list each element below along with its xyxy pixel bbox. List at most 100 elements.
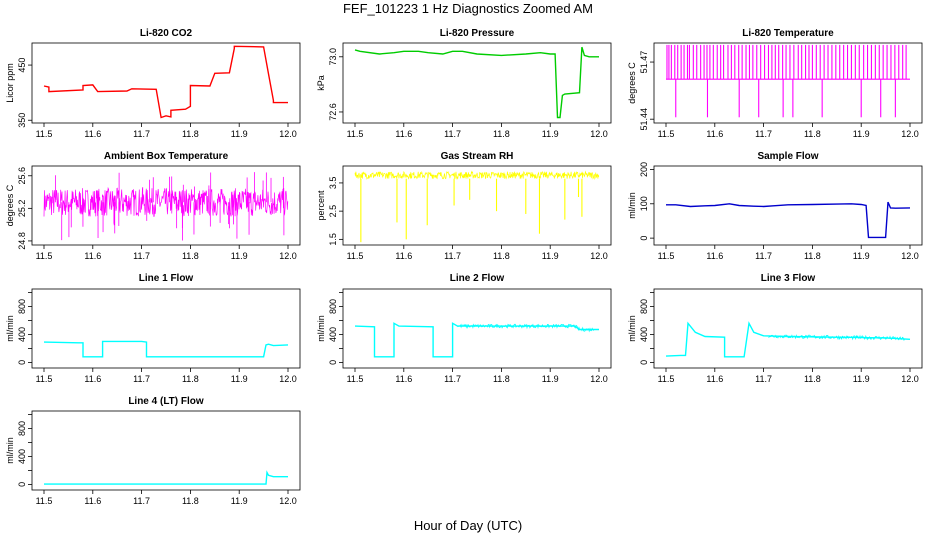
x-tick-label: 11.6 [84, 374, 101, 384]
series-line [43, 340, 289, 358]
series-group [44, 470, 288, 485]
chart-panel-8: Line 2 Flow 11.5 11.6 11.7 11.8 11.9 12.0 0 400 8… [316, 273, 612, 384]
y-tick-label: 0 [328, 360, 338, 365]
series-band [354, 170, 600, 180]
x-tick-label: 11.5 [658, 251, 675, 261]
chart-panel-5: Gas Stream RH 11.5 11.6 11.7 11.8 11.9 12.0 1.5… [316, 151, 612, 261]
y-tick-label: 400 [639, 327, 649, 342]
y-tick-label: 800 [639, 299, 649, 314]
plot-frame [342, 165, 612, 246]
y-tick-label: 800 [17, 299, 27, 314]
x-tick-label: 11.5 [36, 496, 53, 506]
x-tick-label: 11.6 [395, 129, 412, 139]
y-tick-label: 800 [17, 421, 27, 436]
x-tick-label: 11.5 [347, 251, 364, 261]
x-tick-label: 11.7 [755, 374, 772, 384]
x-tick-label: 11.7 [133, 496, 150, 506]
series-line [666, 201, 911, 239]
x-tick-label: 11.7 [444, 129, 461, 139]
series-noise [457, 323, 594, 333]
series-group [666, 44, 910, 118]
series-group [43, 340, 289, 358]
x-tick-label: 11.6 [395, 374, 412, 384]
x-tick-label: 11.6 [706, 129, 723, 139]
x-tick-label: 12.0 [279, 496, 297, 506]
x-tick-label: 11.8 [182, 129, 199, 139]
y-tick-label: 3.5 [328, 177, 338, 190]
x-tick-label: 11.5 [347, 374, 364, 384]
panel-title: Li-820 Temperature [742, 28, 834, 39]
plot-frame [31, 165, 301, 246]
x-tick-label: 11.5 [36, 251, 53, 261]
series-group [354, 322, 599, 358]
series-group [354, 46, 599, 119]
series-line [354, 46, 599, 119]
series-group [354, 170, 600, 243]
plot-frame [342, 288, 612, 369]
y-tick-label: 400 [17, 449, 27, 464]
x-tick-label: 11.8 [804, 129, 821, 139]
main-title: FEF_101223 1 Hz Diagnostics Zoomed AM [342, 1, 593, 16]
panel-title: Line 2 Flow [450, 273, 505, 284]
x-tick-label: 12.0 [590, 374, 608, 384]
y-tick-label: 400 [17, 327, 27, 342]
y-axis-label: kPa [316, 75, 326, 91]
y-axis-label: degrees C [5, 184, 15, 226]
x-tick-label: 11.9 [231, 496, 248, 506]
x-tick-label: 12.0 [590, 251, 608, 261]
x-tick-label: 12.0 [901, 374, 919, 384]
y-tick-label: 350 [17, 113, 27, 128]
x-tick-label: 11.6 [84, 251, 101, 261]
x-tick-label: 12.0 [279, 129, 297, 139]
chart-panel-1: Li-820 CO2 11.5 11.6 11.7 11.8 11.9 12.0 350 450… [5, 28, 301, 139]
y-axis-label: ml/min [627, 192, 637, 219]
x-tick-label: 11.8 [493, 129, 510, 139]
plot-frame [653, 288, 923, 369]
x-tick-label: 11.7 [444, 251, 461, 261]
x-tick-label: 11.9 [853, 251, 870, 261]
x-tick-label: 11.8 [182, 496, 199, 506]
panel-title: Li-820 CO2 [140, 28, 193, 39]
x-tick-label: 11.9 [231, 129, 248, 139]
x-tick-label: 11.6 [84, 496, 101, 506]
y-tick-label: 72.6 [328, 103, 338, 121]
y-tick-label: 0 [639, 236, 649, 241]
x-tick-label: 11.6 [706, 251, 723, 261]
x-tick-label: 11.5 [36, 374, 53, 384]
series-line [665, 321, 911, 358]
panel-title: Line 4 (LT) Flow [128, 396, 204, 407]
y-tick-label: 25.6 [17, 167, 27, 185]
x-tick-label: 11.6 [84, 129, 101, 139]
y-tick-label: 0 [639, 360, 649, 365]
series-line [44, 470, 288, 485]
x-tick-label: 11.6 [706, 374, 723, 384]
y-tick-label: 450 [17, 58, 27, 73]
panel-title: Li-820 Pressure [440, 28, 515, 39]
y-axis-label: Licor ppm [5, 63, 15, 103]
y-tick-label: 100 [639, 196, 649, 211]
x-tick-label: 12.0 [590, 129, 608, 139]
chart-panel-6: Sample Flow 11.5 11.6 11.7 11.8 11.9 12.0 0 100 2… [627, 151, 923, 261]
y-tick-label: 200 [639, 162, 649, 177]
y-tick-label: 800 [328, 299, 338, 314]
x-tick-label: 11.5 [36, 129, 53, 139]
panel-title: Line 1 Flow [139, 273, 194, 284]
x-tick-label: 11.8 [804, 374, 821, 384]
chart-panel-7: Line 1 Flow 11.5 11.6 11.7 11.8 11.9 12.0 0 400 8… [5, 273, 301, 384]
y-tick-label: 0 [17, 482, 27, 487]
plot-frame [653, 42, 923, 124]
y-axis-label: ml/min [316, 315, 326, 342]
y-tick-label: 25.2 [17, 200, 27, 218]
series-group [665, 321, 911, 358]
chart-panel-3: Li-820 Temperature 11.5 11.6 11.7 11.8 11.9 12… [627, 28, 923, 139]
y-tick-label: 51.44 [639, 108, 649, 131]
x-tick-label: 11.5 [347, 129, 364, 139]
x-axis-label: Hour of Day (UTC) [413, 518, 523, 533]
x-tick-label: 11.7 [133, 129, 150, 139]
x-tick-label: 11.8 [493, 251, 510, 261]
series-line [43, 45, 288, 119]
plot-frame [31, 288, 301, 369]
series-band [43, 186, 289, 217]
x-tick-label: 11.6 [395, 251, 412, 261]
y-axis-label: ml/min [627, 315, 637, 342]
